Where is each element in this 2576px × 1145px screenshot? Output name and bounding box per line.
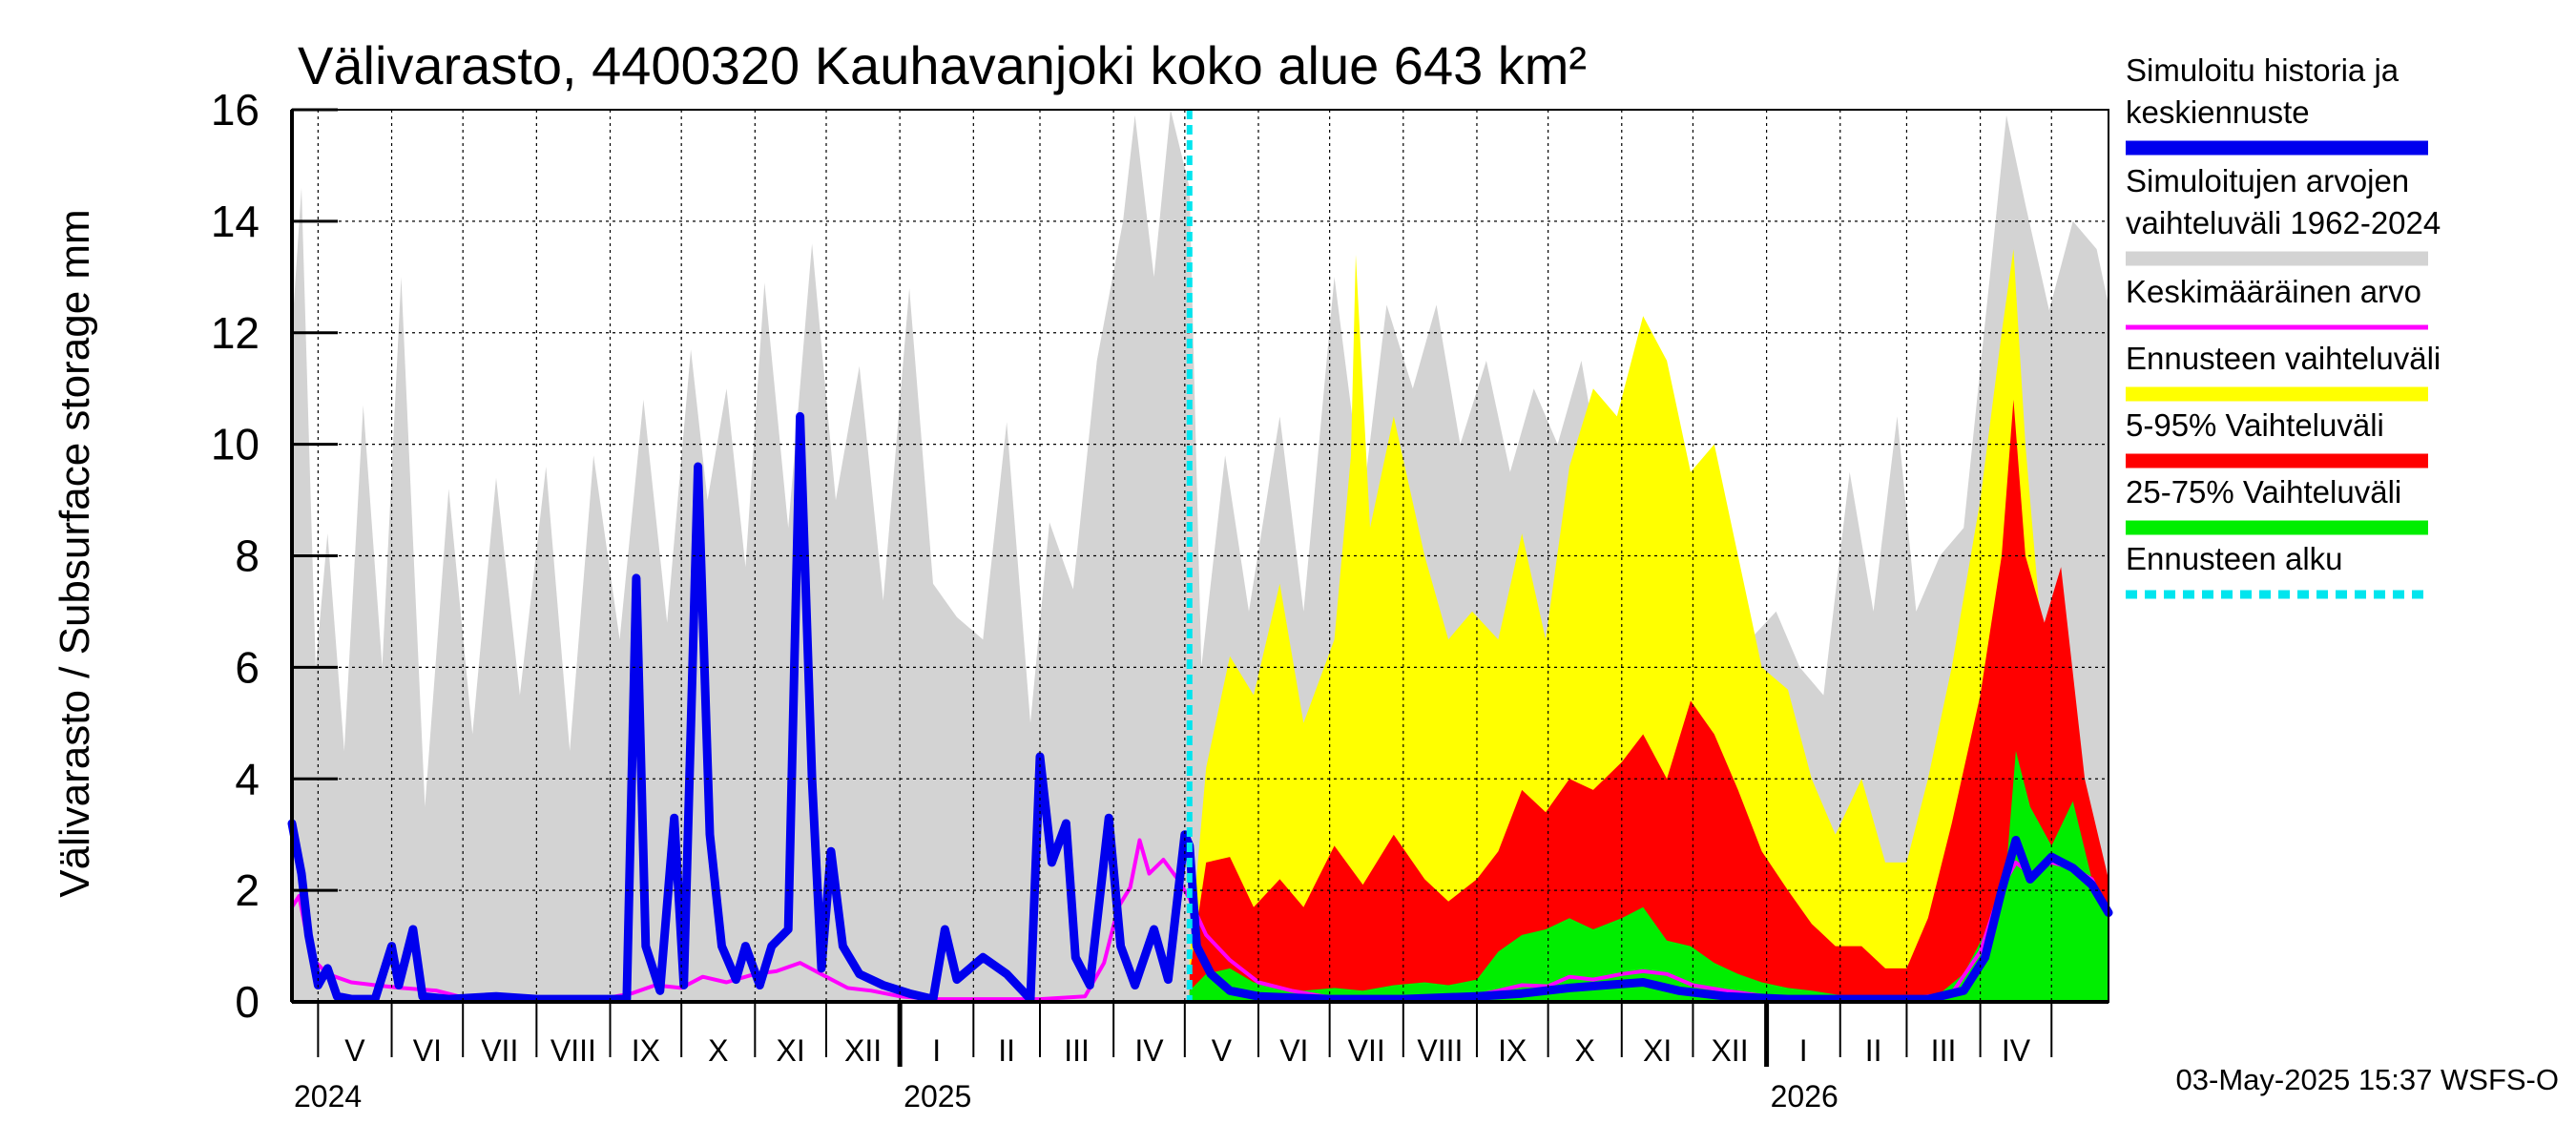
- legend-label: Ennusteen alku: [2126, 541, 2343, 576]
- y-tick-label: 0: [235, 977, 260, 1027]
- x-month-label: V: [344, 1033, 365, 1068]
- x-month-label: VIII: [1417, 1033, 1463, 1068]
- legend-label: vaihteluväli 1962-2024: [2126, 205, 2441, 240]
- y-tick-label: 8: [235, 531, 260, 581]
- x-month-label: I: [1799, 1033, 1808, 1068]
- y-tick-label: 14: [211, 197, 260, 246]
- y-tick-label: 4: [235, 754, 260, 803]
- legend-label: 5-95% Vaihteluväli: [2126, 407, 2384, 443]
- x-year-label: 2024: [294, 1079, 362, 1114]
- x-month-label: XI: [777, 1033, 805, 1068]
- y-tick-label: 16: [211, 85, 260, 135]
- x-month-label: I: [932, 1033, 941, 1068]
- x-month-label: II: [998, 1033, 1015, 1068]
- x-month-label: IV: [1134, 1033, 1164, 1068]
- y-axis-label: Välivarasto / Subsurface storage mm: [52, 209, 98, 897]
- x-month-label: XI: [1643, 1033, 1672, 1068]
- chart-title: Välivarasto, 4400320 Kauhavanjoki koko a…: [298, 35, 1587, 95]
- y-tick-label: 6: [235, 642, 260, 692]
- legend-label: 25-75% Vaihteluväli: [2126, 474, 2401, 510]
- x-month-label: III: [1064, 1033, 1090, 1068]
- x-month-label: II: [1865, 1033, 1882, 1068]
- y-tick-label: 12: [211, 308, 260, 358]
- x-month-label: X: [708, 1033, 728, 1068]
- legend-label: keskiennuste: [2126, 94, 2310, 130]
- x-month-label: VI: [1279, 1033, 1308, 1068]
- grid-lines: [292, 110, 2109, 1002]
- x-month-label: VI: [413, 1033, 442, 1068]
- legend-label: Keskimääräinen arvo: [2126, 274, 2421, 309]
- legend-label: Simuloitu historia ja: [2126, 52, 2399, 88]
- y-tick-label: 2: [235, 865, 260, 915]
- x-month-label: V: [1212, 1033, 1233, 1068]
- y-tick-label: 10: [211, 420, 260, 469]
- x-month-label: XII: [1711, 1033, 1748, 1068]
- x-month-label: VIII: [551, 1033, 596, 1068]
- series-25-75-vaihteluv-li: [1189, 751, 2109, 1002]
- series-simuloitu-historia-ja-keskiennuste: [287, 411, 2113, 1004]
- x-month-label: IV: [2002, 1033, 2031, 1068]
- x-month-label: XII: [844, 1033, 882, 1068]
- x-month-label: IX: [1498, 1033, 1527, 1068]
- x-month-label: VII: [1348, 1033, 1385, 1068]
- x-year-label: 2025: [904, 1079, 971, 1114]
- x-month-label: X: [1575, 1033, 1595, 1068]
- legend: Simuloitu historia ja keskiennuste Simuloi…: [2126, 52, 2441, 599]
- x-month-label: III: [1931, 1033, 1957, 1068]
- x-month-label: VII: [481, 1033, 518, 1068]
- x-year-label: 2026: [1771, 1079, 1839, 1114]
- legend-label: Ennusteen vaihteluväli: [2126, 341, 2441, 376]
- footer-timestamp: 03-May-2025 15:37 WSFS-O: [2176, 1063, 2559, 1096]
- legend-label: Simuloitujen arvojen: [2126, 163, 2409, 198]
- x-month-label: IX: [632, 1033, 660, 1068]
- series-ennusteen-vaihteluv-li: [1189, 249, 2109, 1003]
